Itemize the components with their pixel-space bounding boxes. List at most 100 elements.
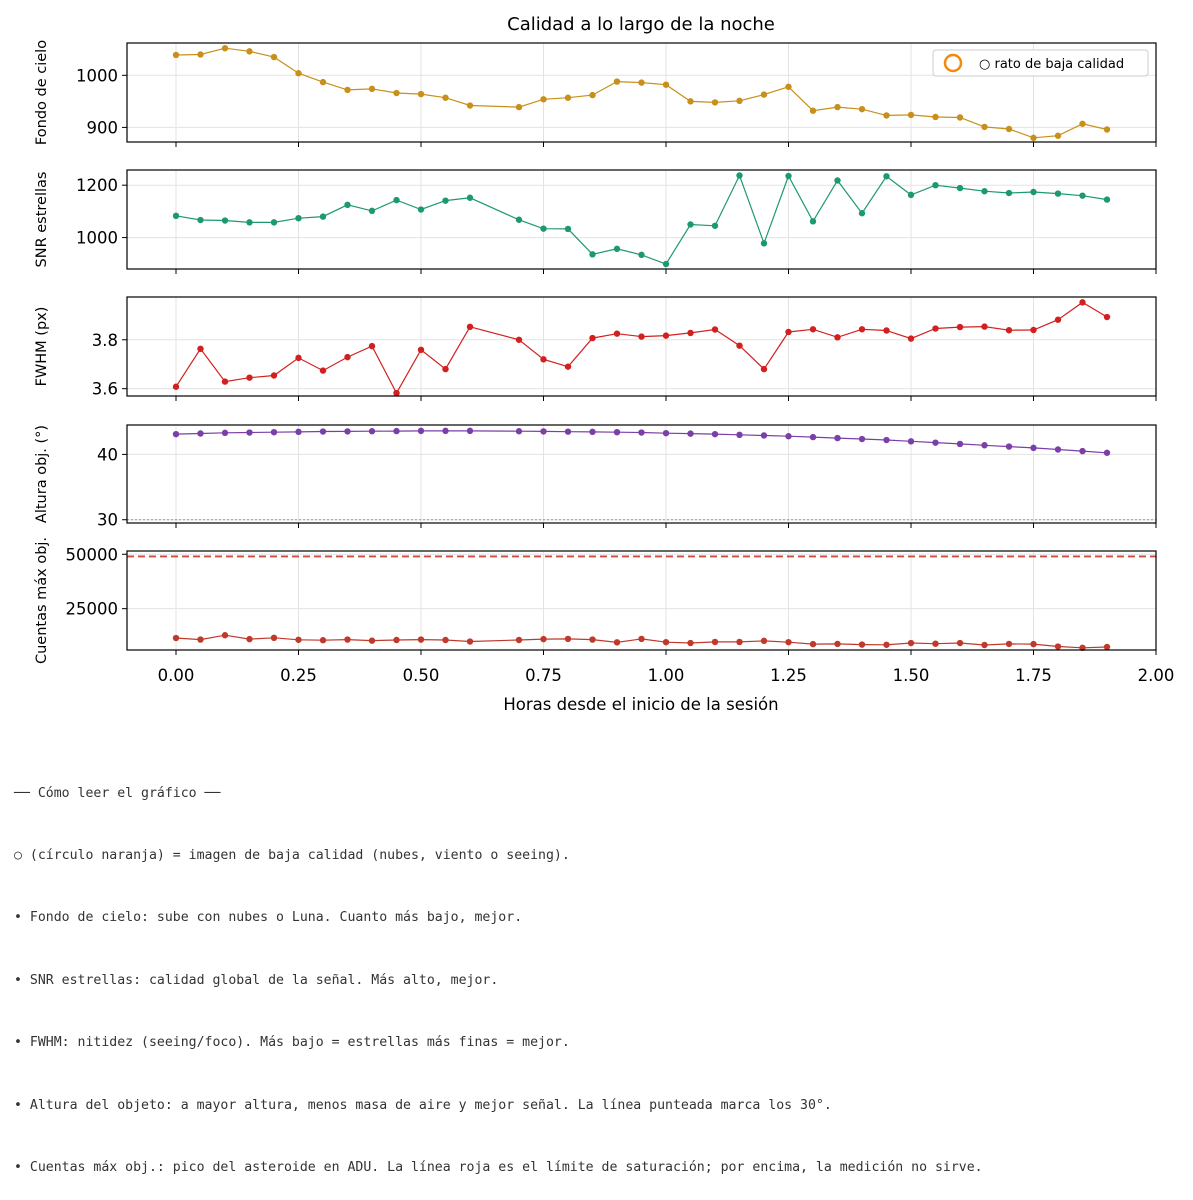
data-point xyxy=(1030,188,1037,196)
data-point xyxy=(956,184,964,192)
data-point xyxy=(638,251,645,259)
y-tick-label: 50000 xyxy=(66,545,119,564)
chart-title: Calidad a lo largo de la noche xyxy=(507,14,775,35)
data-point xyxy=(393,427,400,435)
data-point xyxy=(907,111,915,119)
data-point xyxy=(417,206,425,213)
data-point xyxy=(221,217,229,224)
data-point xyxy=(197,430,204,437)
data-point xyxy=(270,53,278,61)
data-point xyxy=(1103,196,1111,203)
data-point xyxy=(466,638,474,645)
data-point xyxy=(368,637,376,644)
data-point xyxy=(1054,643,1062,650)
data-point xyxy=(809,326,817,333)
data-point xyxy=(981,188,988,195)
data-point xyxy=(1005,189,1013,197)
notes-line: • FWHM: nitidez (seeing/foco). Más bajo … xyxy=(14,1035,570,1051)
data-point xyxy=(834,640,841,648)
data-point xyxy=(662,260,670,268)
legend-box xyxy=(932,49,1149,77)
data-point xyxy=(932,181,939,189)
data-point xyxy=(589,636,596,643)
y-tick-label: 1000 xyxy=(76,66,118,85)
data-point xyxy=(858,105,866,113)
data-point xyxy=(221,429,229,437)
data-point xyxy=(246,48,253,55)
data-point xyxy=(981,442,988,449)
data-point xyxy=(858,326,866,333)
data-point xyxy=(638,79,645,86)
series-line xyxy=(175,430,1108,454)
data-point xyxy=(1103,126,1111,133)
data-point xyxy=(172,430,180,438)
data-point xyxy=(638,635,645,643)
notes-line: ○ (círculo naranja) = imagen de baja cal… xyxy=(14,847,570,863)
data-point xyxy=(246,429,253,436)
series-line xyxy=(175,47,1108,139)
data-point xyxy=(515,428,523,435)
data-point xyxy=(858,210,866,217)
y-axis-label: Cuentas máx obj. xyxy=(34,537,50,664)
data-point xyxy=(883,436,890,444)
data-point xyxy=(834,103,841,111)
x-tick-label: 1.75 xyxy=(1015,666,1052,685)
data-point xyxy=(956,323,964,331)
data-point xyxy=(466,427,474,435)
notes-heading: ── Cómo leer el gráfico ── xyxy=(14,785,221,801)
data-point xyxy=(932,640,939,647)
data-point xyxy=(1079,447,1086,455)
panel-3: 3.6 3.8 FWHM (px) xyxy=(34,296,1157,401)
data-point xyxy=(319,637,327,644)
data-point xyxy=(858,641,866,648)
data-point xyxy=(197,216,204,224)
series-line xyxy=(175,301,1108,395)
data-point xyxy=(172,212,180,220)
data-point xyxy=(442,427,449,435)
data-point xyxy=(368,342,376,350)
data-point xyxy=(687,430,694,437)
data-point xyxy=(368,428,376,435)
data-point xyxy=(1005,443,1013,450)
data-point xyxy=(907,639,915,647)
data-point xyxy=(809,433,817,441)
data-point xyxy=(172,383,180,390)
data-point xyxy=(319,78,327,86)
data-point xyxy=(197,345,204,353)
data-point xyxy=(515,336,523,343)
data-point xyxy=(711,222,719,229)
data-point xyxy=(344,428,351,435)
series-line xyxy=(175,634,1108,649)
data-point xyxy=(1079,299,1086,306)
data-point xyxy=(393,196,400,204)
data-point xyxy=(319,213,327,220)
data-point xyxy=(736,342,743,349)
data-point xyxy=(760,240,768,247)
data-point xyxy=(932,113,939,121)
notes-line: • Cuentas máx obj.: pico del asteroide e… xyxy=(14,1159,983,1175)
data-point xyxy=(760,91,768,98)
data-point xyxy=(809,107,817,114)
data-point xyxy=(638,429,645,436)
legend-marker-icon xyxy=(943,53,963,73)
data-point xyxy=(417,427,425,435)
data-point xyxy=(393,636,400,644)
data-point xyxy=(442,197,449,204)
data-point xyxy=(466,194,474,201)
data-point xyxy=(295,354,302,362)
panel-1: 900 1000 Fondo de cielo ○ rato de baja cali… xyxy=(34,40,1157,147)
data-point xyxy=(295,70,302,77)
reading-notes: ── Cómo leer el gráfico ── ○ (círculo na… xyxy=(14,742,1174,1200)
data-point xyxy=(295,428,302,436)
chart-panels: 900 1000 Fondo de cielo ○ rato de baja cali… xyxy=(34,40,1174,685)
y-tick-label: 900 xyxy=(87,118,119,137)
data-point xyxy=(368,85,376,93)
x-tick-label: 2.00 xyxy=(1138,666,1175,685)
data-point xyxy=(785,433,792,440)
data-point xyxy=(662,429,670,437)
data-point xyxy=(834,334,841,341)
data-point xyxy=(1103,449,1111,456)
data-point xyxy=(907,438,915,445)
x-tick-label: 1.00 xyxy=(648,666,685,685)
data-point xyxy=(466,102,474,109)
